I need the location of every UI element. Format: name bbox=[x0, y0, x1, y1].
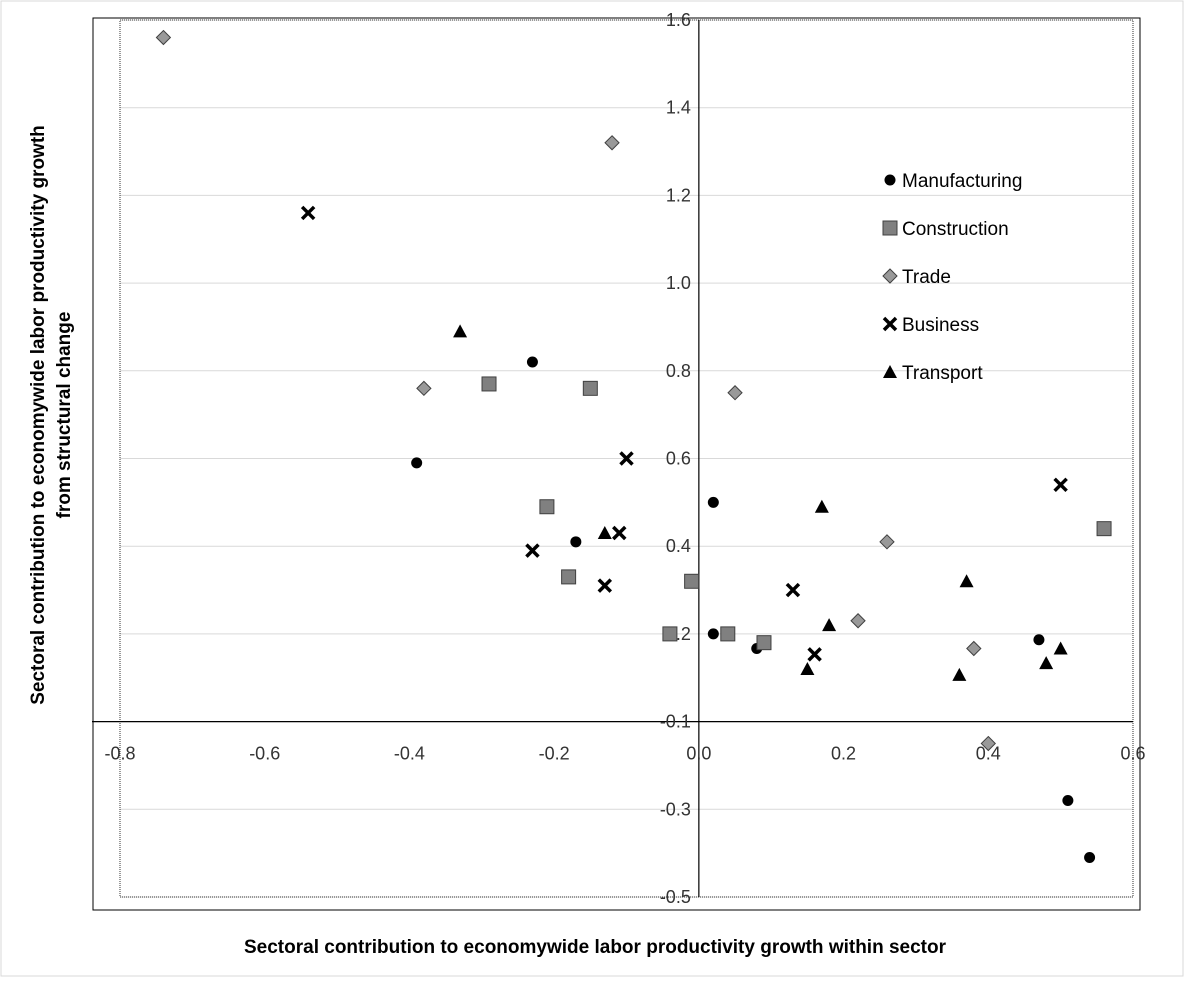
transport-point bbox=[822, 618, 837, 632]
y-axis-label-line1: Sectoral contribution to economywide lab… bbox=[28, 125, 49, 705]
transport-point bbox=[952, 667, 967, 681]
legend-marker-construction bbox=[882, 220, 898, 236]
tick-labels: -0.8 -0.6 -0.4 -0.2 0.0 0.2 0.4 0.6 -0.5 -0.3 -0.1… bbox=[104, 10, 1145, 907]
transport-point bbox=[959, 574, 974, 588]
axes bbox=[92, 20, 1133, 897]
legend-marker-transport bbox=[883, 365, 897, 378]
trade-point bbox=[604, 135, 620, 151]
x-tick-label: -0.8 bbox=[104, 744, 135, 764]
trade-point bbox=[879, 534, 895, 550]
manufacturing-point bbox=[1084, 852, 1096, 864]
transport-point bbox=[1039, 656, 1054, 670]
y-tick-label: -0.1 bbox=[660, 712, 691, 732]
transport-point bbox=[800, 661, 815, 675]
construction-point bbox=[539, 499, 555, 515]
x-tick-label: -0.2 bbox=[539, 744, 570, 764]
legend-label-manufacturing: Manufacturing bbox=[902, 171, 1022, 192]
trade-point bbox=[850, 613, 866, 629]
x-tick-label: -0.6 bbox=[249, 744, 280, 764]
business-point bbox=[807, 647, 822, 662]
business-point bbox=[612, 525, 627, 541]
y-tick-label: 0.6 bbox=[666, 449, 691, 469]
construction-point bbox=[1096, 521, 1112, 537]
transport-point bbox=[814, 499, 829, 513]
manufacturing-point bbox=[411, 457, 423, 469]
legend-label-transport: Transport bbox=[902, 363, 983, 384]
manufacturing-point bbox=[570, 536, 582, 548]
manufacturing-point bbox=[1033, 634, 1045, 646]
transport-point bbox=[453, 324, 468, 338]
y-tick-label: 1.6 bbox=[666, 10, 691, 30]
x-tick-label: -0.4 bbox=[394, 744, 425, 764]
y-axis-label-line2: from structural change bbox=[54, 312, 75, 519]
plot-area bbox=[119, 19, 1134, 898]
x-tick-label: 0.0 bbox=[686, 744, 711, 764]
x-axis-label: Sectoral contribution to economywide lab… bbox=[244, 937, 947, 958]
construction-point bbox=[481, 376, 497, 392]
trade-point bbox=[966, 640, 982, 657]
manufacturing-point bbox=[526, 356, 538, 368]
y-tick-label: 0.4 bbox=[666, 536, 691, 556]
construction-point bbox=[720, 626, 736, 642]
transport-point bbox=[1053, 641, 1068, 655]
trade-point bbox=[727, 385, 743, 401]
legend-marker-business bbox=[882, 316, 898, 332]
data-points bbox=[155, 29, 1112, 864]
x-tick-label: 0.6 bbox=[1120, 744, 1145, 764]
business-point bbox=[785, 582, 801, 598]
y-tick-label: -0.5 bbox=[660, 887, 691, 907]
trade-point bbox=[980, 735, 996, 752]
trade-point bbox=[416, 380, 432, 397]
business-point bbox=[597, 578, 613, 593]
business-point bbox=[300, 205, 316, 221]
legend-label-business: Business bbox=[902, 315, 979, 336]
manufacturing-point bbox=[707, 496, 719, 508]
y-tick-label: -0.3 bbox=[660, 799, 691, 819]
legend-marker-trade bbox=[882, 268, 898, 284]
legend-marker-manufacturing bbox=[884, 174, 896, 186]
y-tick-label: 1.2 bbox=[666, 185, 691, 205]
manufacturing-point bbox=[1062, 795, 1074, 807]
business-point bbox=[1053, 477, 1068, 493]
legend: Manufacturing Construction Trade Business Tr… bbox=[882, 171, 1022, 384]
manufacturing-point bbox=[707, 628, 719, 640]
construction-point bbox=[582, 380, 598, 396]
x-tick-label: 0.2 bbox=[831, 744, 856, 764]
construction-point bbox=[662, 626, 678, 642]
trade-point bbox=[155, 29, 172, 46]
transport-point bbox=[597, 526, 612, 540]
business-point bbox=[619, 451, 634, 466]
y-tick-label: 1.4 bbox=[666, 98, 691, 118]
x-tick-label: 0.4 bbox=[976, 744, 1001, 764]
construction-point bbox=[684, 573, 700, 589]
construction-point bbox=[756, 635, 772, 651]
plot-frame bbox=[92, 17, 1141, 911]
business-point bbox=[525, 543, 540, 558]
legend-label-trade: Trade bbox=[902, 267, 951, 288]
construction-point bbox=[561, 569, 577, 585]
y-tick-label: 0.8 bbox=[666, 361, 691, 381]
y-tick-label: 1.0 bbox=[666, 273, 691, 293]
legend-label-construction: Construction bbox=[902, 219, 1009, 240]
